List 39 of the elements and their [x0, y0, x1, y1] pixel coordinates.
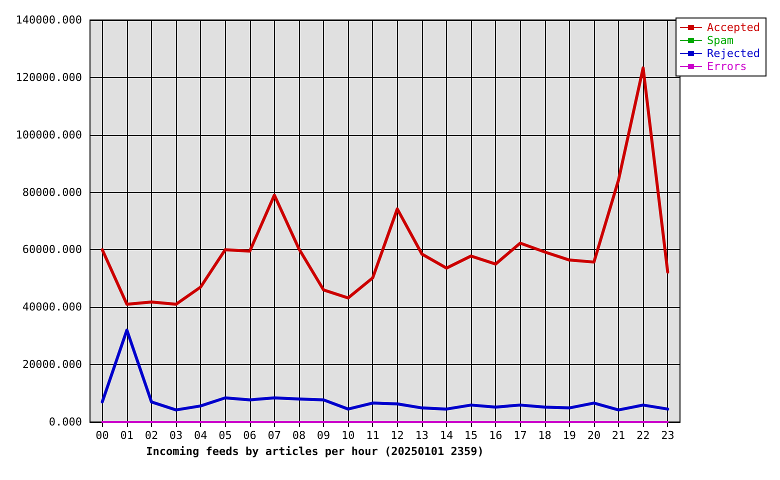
- x-tick-label: 21: [612, 429, 626, 442]
- x-tick-label: 00: [96, 429, 109, 442]
- x-tick-label: 19: [562, 429, 576, 442]
- x-tick-label: 17: [514, 429, 527, 442]
- y-tick-label: 100000.000: [16, 128, 82, 142]
- x-tick-label: 12: [390, 429, 404, 442]
- x-tick-label: 14: [440, 429, 454, 442]
- x-tick-label: 01: [120, 429, 134, 442]
- x-tick-label: 23: [661, 429, 674, 442]
- x-tick-label: 13: [415, 429, 428, 442]
- x-tick-label: 06: [243, 429, 256, 442]
- legend-label: Spam: [707, 34, 734, 47]
- x-tick-label: 05: [218, 429, 232, 442]
- x-tick-label: 03: [169, 429, 183, 442]
- x-tick-label: 16: [489, 429, 502, 442]
- x-tick-label: 15: [464, 429, 478, 442]
- x-tick-label: 07: [268, 429, 281, 442]
- y-tick-label: 20000.000: [22, 358, 82, 372]
- y-tick-label: 140000.000: [16, 14, 82, 26]
- x-tick-label: 08: [292, 429, 306, 442]
- x-tick-label: 10: [342, 429, 355, 442]
- x-tick-label: 11: [366, 429, 380, 442]
- legend-label: Rejected: [707, 47, 760, 60]
- x-tick-label: 20: [587, 429, 601, 442]
- x-tick-label: 18: [538, 429, 552, 442]
- x-tick-label: 09: [316, 429, 330, 442]
- y-tick-label: 40000.000: [22, 300, 82, 314]
- legend-label: Accepted: [707, 21, 760, 34]
- x-tick-label: 02: [144, 429, 158, 442]
- y-tick-label: 120000.000: [16, 70, 82, 84]
- y-tick-label: 60000.000: [22, 243, 82, 256]
- x-tick-label: 22: [636, 429, 650, 442]
- line-series: [100, 66, 670, 306]
- y-tick-label: 80000.000: [22, 186, 82, 199]
- x-tick-label: 04: [194, 429, 208, 442]
- y-tick-label: 0.000: [48, 416, 82, 428]
- legend-label: Errors: [707, 60, 747, 73]
- line-series: [100, 328, 670, 412]
- x-axis-title: Incoming feeds by articles per hour (20250101 2359): [146, 444, 484, 458]
